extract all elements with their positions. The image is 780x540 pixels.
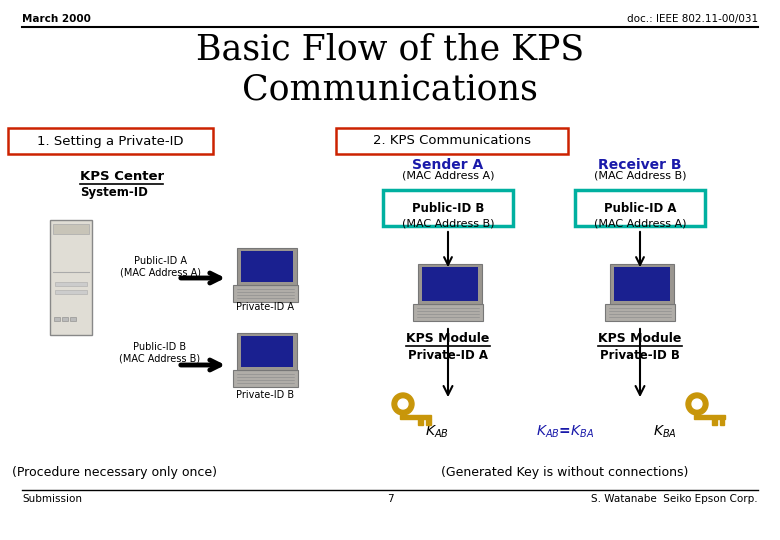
Text: (MAC Address B): (MAC Address B) [402, 219, 495, 229]
Bar [712, 420, 717, 425]
FancyBboxPatch shape [383, 190, 513, 226]
Bar [399, 415, 431, 420]
Text: 7: 7 [387, 494, 393, 504]
Bar [413, 303, 483, 321]
Text: $K_{AB}$=$K_{BA}$: $K_{AB}$=$K_{BA}$ [536, 424, 594, 440]
Bar [237, 248, 297, 285]
FancyBboxPatch shape [50, 220, 92, 335]
Text: Private-ID A: Private-ID A [408, 349, 488, 362]
Text: $K_{BA}$: $K_{BA}$ [653, 424, 677, 440]
Bar [54, 317, 60, 321]
Text: (MAC Address A): (MAC Address A) [402, 171, 495, 181]
Text: Communications: Communications [242, 72, 538, 106]
Text: System-ID: System-ID [80, 186, 148, 199]
Text: KPS Module: KPS Module [406, 332, 490, 345]
Text: Public-ID A
(MAC Address A): Public-ID A (MAC Address A) [119, 256, 200, 278]
Bar [418, 420, 423, 425]
Circle shape [686, 393, 708, 415]
Text: (Procedure necessary only once): (Procedure necessary only once) [12, 466, 218, 479]
Text: Submission: Submission [22, 494, 82, 504]
Text: Private-ID A: Private-ID A [236, 302, 294, 312]
Bar [614, 267, 670, 300]
Bar [610, 264, 674, 303]
Text: Public-ID A: Public-ID A [604, 201, 676, 214]
Bar [232, 285, 297, 302]
Bar [241, 336, 293, 367]
Bar [605, 303, 675, 321]
Bar [241, 251, 293, 282]
FancyBboxPatch shape [336, 128, 568, 154]
FancyBboxPatch shape [8, 128, 213, 154]
Bar [693, 415, 725, 420]
Bar [418, 264, 482, 303]
Text: KPS Module: KPS Module [598, 332, 682, 345]
Text: Private-ID B: Private-ID B [236, 390, 294, 400]
Bar [55, 281, 87, 286]
Bar [55, 289, 87, 294]
Bar [237, 333, 297, 370]
Text: Basic Flow of the KPS: Basic Flow of the KPS [196, 33, 584, 67]
Bar [53, 224, 89, 234]
Text: Public-ID B
(MAC Address B): Public-ID B (MAC Address B) [119, 342, 200, 363]
Text: (MAC Address A): (MAC Address A) [594, 219, 686, 229]
Text: $K_{AB}$: $K_{AB}$ [425, 424, 448, 440]
Text: S. Watanabe  Seiko Epson Corp.: S. Watanabe Seiko Epson Corp. [591, 494, 758, 504]
Bar [70, 317, 76, 321]
FancyBboxPatch shape [575, 190, 705, 226]
Bar [422, 267, 478, 300]
Text: 1. Setting a Private-ID: 1. Setting a Private-ID [37, 134, 183, 147]
Circle shape [392, 393, 414, 415]
Text: Private-ID B: Private-ID B [600, 349, 680, 362]
Text: Receiver B: Receiver B [598, 158, 682, 172]
Bar [720, 420, 725, 425]
Text: 2. KPS Communications: 2. KPS Communications [373, 134, 531, 147]
Text: March 2000: March 2000 [22, 14, 91, 24]
Bar [232, 370, 297, 387]
Circle shape [692, 399, 702, 409]
Text: (MAC Address B): (MAC Address B) [594, 171, 686, 181]
Text: (Generated Key is without connections): (Generated Key is without connections) [441, 466, 689, 479]
Bar [426, 420, 431, 425]
Bar [62, 317, 68, 321]
Text: Sender A: Sender A [413, 158, 484, 172]
Text: doc.: IEEE 802.11-00/031: doc.: IEEE 802.11-00/031 [627, 14, 758, 24]
Text: Public-ID B: Public-ID B [412, 201, 484, 214]
Circle shape [398, 399, 408, 409]
Text: KPS Center: KPS Center [80, 170, 164, 183]
